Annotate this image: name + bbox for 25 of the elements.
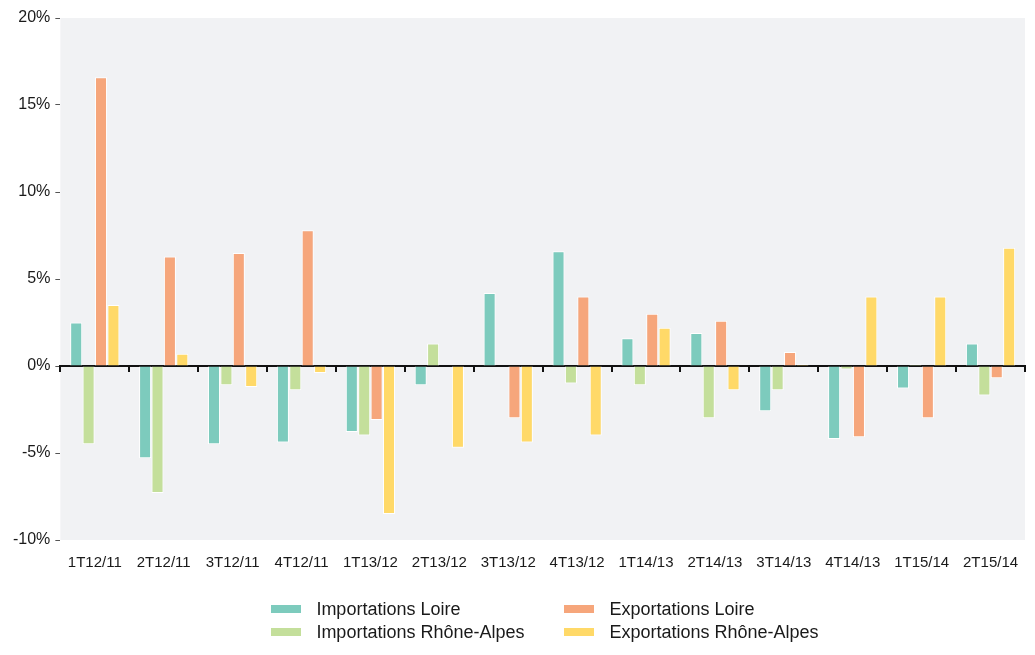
- y-tick-label: 0%: [27, 356, 51, 374]
- x-tick-label: 2T13/12: [411, 553, 467, 571]
- y-tick-label: 5%: [27, 269, 51, 287]
- x-tick-label: 1T13/12: [342, 553, 398, 571]
- y-tick-label: 10%: [18, 182, 51, 200]
- x-tick-label: 4T14/13: [825, 553, 881, 571]
- x-tick-label: 3T14/13: [756, 553, 812, 571]
- legend-label: Exportations Loire: [609, 598, 755, 620]
- x-tick-label: 1T14/13: [618, 553, 674, 571]
- x-tick-label: 3T12/11: [205, 553, 260, 571]
- legend-label: Importations Rhône-Alpes: [316, 621, 525, 643]
- x-tick-label: 2T12/11: [136, 553, 191, 571]
- x-tick-label: 3T13/12: [480, 553, 536, 571]
- x-tick-label: 4T12/11: [274, 553, 329, 571]
- y-tick-label: -10%: [12, 530, 51, 548]
- y-tick-label: 15%: [18, 95, 51, 113]
- x-tick-label: 1T12/11: [67, 553, 122, 571]
- legend-label: Importations Loire: [316, 598, 461, 620]
- x-tick-label: 2T15/14: [963, 553, 1019, 571]
- legend-label: Exportations Rhône-Alpes: [609, 621, 819, 643]
- x-tick-label: 4T13/12: [549, 553, 605, 571]
- x-tick-label: 1T15/14: [894, 553, 950, 571]
- y-tick-label: -5%: [21, 443, 51, 461]
- y-tick-label: 20%: [18, 8, 51, 26]
- x-tick-label: 2T14/13: [687, 553, 743, 571]
